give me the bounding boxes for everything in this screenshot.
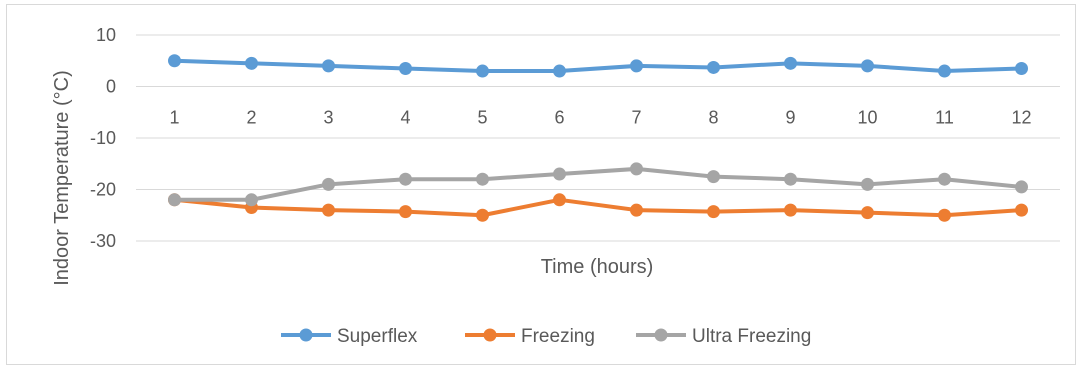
y-tick-label: 10 (96, 25, 116, 45)
data-point (784, 172, 797, 186)
data-point (245, 56, 258, 70)
data-point (553, 64, 566, 78)
x-tick-label: 4 (400, 108, 410, 128)
data-point (938, 208, 951, 222)
x-tick-label: 1 (169, 108, 179, 128)
data-point (861, 206, 874, 220)
data-point (476, 172, 489, 186)
legend: Superflex Freezing Ultra Freezing (281, 326, 811, 347)
data-point (399, 172, 412, 186)
data-point (861, 177, 874, 191)
data-point (399, 61, 412, 75)
x-tick-label: 2 (246, 108, 256, 128)
data-point (784, 203, 797, 217)
data-point (707, 170, 720, 184)
y-tick-label: 0 (106, 77, 116, 97)
x-tick-label: 12 (1011, 108, 1031, 128)
data-point (938, 172, 951, 186)
data-point (168, 193, 181, 207)
x-tick-label: 9 (785, 108, 795, 128)
series-freezing (168, 193, 1028, 222)
data-point (630, 162, 643, 176)
y-axis-title: Indoor Temperature (°C) (51, 70, 73, 286)
data-point (861, 59, 874, 73)
y-axis-ticks: 10 0 -10 -20 -30 (90, 25, 116, 251)
legend-label: Freezing (521, 326, 595, 347)
x-tick-label: 5 (477, 108, 487, 128)
x-axis-title: Time (hours) (541, 256, 654, 278)
series-line-ultra-freezing (172, 166, 1024, 202)
legend-item-freezing: Freezing (465, 326, 595, 347)
data-point (399, 205, 412, 219)
x-tick-label: 10 (857, 108, 877, 128)
data-point (553, 167, 566, 181)
series-line-superflex (172, 58, 1024, 74)
data-point (476, 208, 489, 222)
series-superflex (168, 54, 1028, 78)
data-point (707, 60, 720, 74)
x-tick-label: 6 (554, 108, 564, 128)
legend-label: Superflex (337, 326, 418, 347)
data-point (168, 54, 181, 68)
y-tick-label: -10 (90, 128, 116, 148)
legend-swatch-marker (654, 328, 668, 342)
chart-frame (6, 4, 1076, 365)
gridlines (136, 34, 1060, 242)
data-point (707, 205, 720, 219)
legend-label: Ultra Freezing (692, 326, 811, 347)
data-point (476, 64, 489, 78)
data-point (322, 59, 335, 73)
x-tick-label: 3 (323, 108, 333, 128)
y-tick-label: -20 (90, 180, 116, 200)
legend-swatch-marker (299, 328, 313, 342)
series-ultra-freezing (168, 162, 1028, 207)
data-point (322, 177, 335, 191)
x-axis-ticks: 1 2 3 4 5 6 7 8 9 10 11 12 (169, 108, 1031, 128)
data-point (784, 56, 797, 70)
legend-item-ultra-freezing: Ultra Freezing (636, 326, 811, 347)
series-lines (168, 54, 1028, 222)
legend-swatch-marker (483, 328, 497, 342)
x-tick-label: 11 (935, 108, 954, 128)
legend-item-superflex: Superflex (281, 326, 418, 347)
data-point (245, 193, 258, 207)
series-line-freezing (172, 197, 1024, 218)
data-point (938, 64, 951, 78)
data-point (630, 59, 643, 73)
data-point (322, 203, 335, 217)
x-tick-label: 7 (631, 108, 641, 128)
x-tick-label: 8 (708, 108, 718, 128)
data-point (553, 193, 566, 207)
data-point (1015, 180, 1028, 194)
y-tick-label: -30 (90, 231, 116, 251)
data-point (1015, 203, 1028, 217)
data-point (1015, 61, 1028, 75)
data-point (630, 203, 643, 217)
